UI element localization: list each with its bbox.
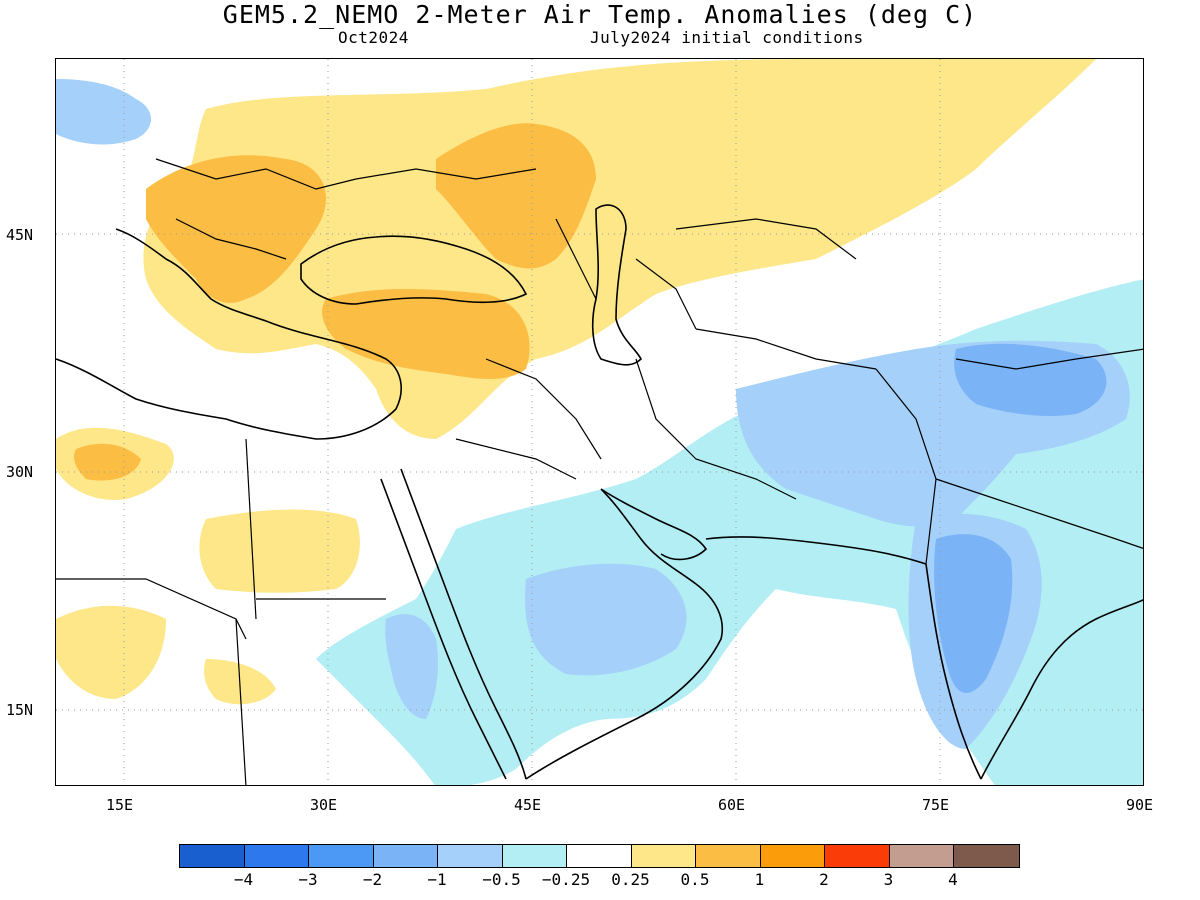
legend-swatch [309,845,374,867]
india-west-coast [925,563,982,780]
cool-anomaly-arabia-core [525,563,687,676]
legend-tick-label: 2 [819,870,829,889]
warm-anomaly-turkey [322,289,530,379]
india-east-coast [980,599,1143,780]
legend-swatch [631,845,696,867]
legend-tick-label: −4 [233,870,254,889]
legend-tick-label: −0.25 [541,870,591,889]
caspian-coast [591,204,642,366]
legend-tick-label: −2 [362,870,383,889]
lon-label-60e: 60E [718,796,746,814]
valid-month-label: Oct2024 [338,28,409,47]
lat-label-30n: 30N [6,463,34,481]
persian-gulf-coast [600,488,708,561]
legend-tick-label: −0.5 [482,870,521,889]
legend-swatch [567,845,632,867]
map-title: GEM5.2_NEMO 2-Meter Air Temp. Anomalies … [222,0,978,29]
map-canvas [56,59,1143,785]
red-sea-coast-east [400,468,527,780]
lon-label-15e: 15E [106,796,134,814]
iran-pakistan-coast [705,536,927,565]
legend-swatch [502,845,567,867]
legend-swatch [760,845,825,867]
arabia-coast [525,488,723,780]
black-sea-coast [300,235,528,305]
init-conditions-label: July2024 initial conditions [590,28,864,47]
lat-label-45n: 45N [6,226,34,244]
coastlines [56,204,1143,780]
legend-swatch [825,845,890,867]
legend-swatch [889,845,954,867]
warm-anomaly-ukraine [436,123,596,269]
cool-anomaly-india-core [934,534,1013,693]
legend-swatch [696,845,761,867]
lat-label-15n: 15N [6,701,34,719]
color-legend [179,844,1020,868]
lon-label-90e: 90E [1126,796,1154,814]
legend-swatch [180,845,245,867]
lon-label-75e: 75E [922,796,950,814]
legend-tick-label: 4 [948,870,958,889]
warm-anomaly-balkans [146,155,326,303]
mediterranean-coast [56,228,402,440]
warm-anomaly-west-africa [56,605,166,699]
cool-anomaly-tibet [954,343,1107,416]
legend-swatch [244,845,309,867]
anomaly-map [55,58,1144,786]
legend-tick-label: 0.5 [680,870,710,889]
legend-tick-label: −3 [298,870,318,889]
legend-tick-label: 1 [754,870,765,889]
graticule [56,59,1143,785]
legend-tick-label: −1 [427,870,447,889]
country-borders [56,158,1143,785]
warm-anomaly-egypt [199,509,360,593]
legend-swatch [954,845,1019,867]
legend-tick-label: 0.25 [611,870,650,889]
lon-label-30e: 30E [310,796,338,814]
warm-anomaly-northeast [836,92,996,159]
legend-swatch [373,845,438,867]
red-sea-coast [380,478,507,780]
warm-anomaly-libya-core [74,443,141,481]
lon-label-45e: 45E [514,796,542,814]
legend-tick-label: 3 [883,870,894,889]
cool-anomaly-redsea [385,614,438,719]
anomaly-fields [56,59,1143,785]
cool-anomaly-europe-northwest [56,79,151,145]
legend-swatch [438,845,503,867]
